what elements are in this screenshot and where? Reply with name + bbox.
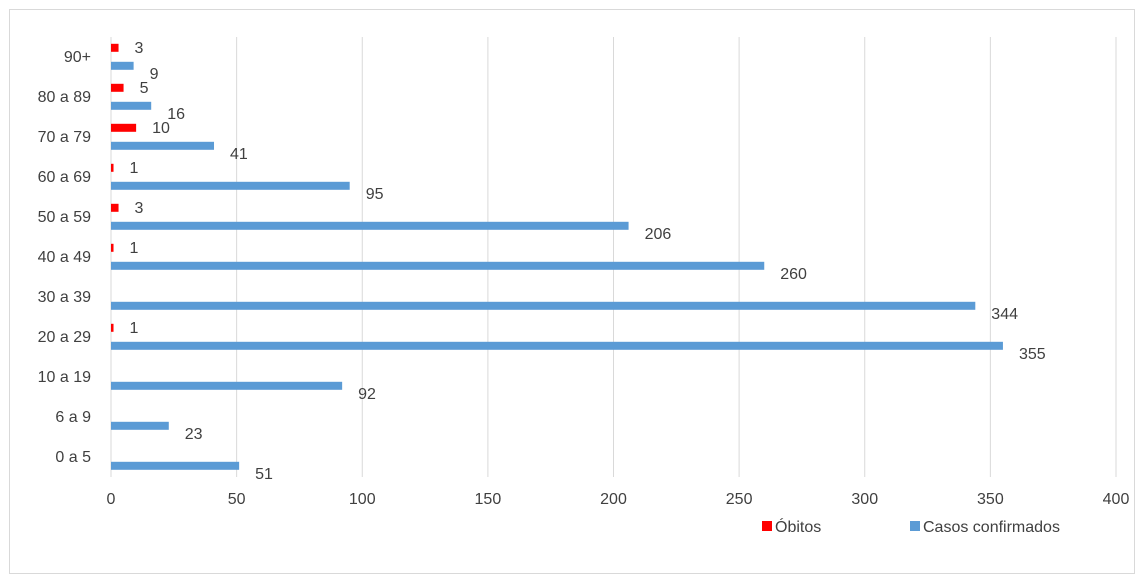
bar-casos-confirmados bbox=[111, 381, 343, 390]
data-label-casos: 51 bbox=[255, 466, 273, 483]
bar-obitos bbox=[111, 83, 124, 92]
category-label: 80 a 89 bbox=[38, 89, 91, 106]
bar-casos-confirmados bbox=[111, 181, 350, 190]
x-tick-label: 350 bbox=[977, 491, 1004, 508]
data-label-casos: 95 bbox=[366, 186, 384, 203]
data-label-casos: 260 bbox=[780, 266, 807, 283]
data-label-obitos: 3 bbox=[135, 40, 144, 57]
bar-obitos bbox=[111, 203, 119, 212]
data-label-obitos: 5 bbox=[140, 80, 149, 97]
bar-casos-confirmados bbox=[111, 421, 169, 430]
bar-casos-confirmados bbox=[111, 341, 1003, 350]
bar-obitos bbox=[111, 123, 137, 132]
data-label-obitos: 1 bbox=[130, 240, 139, 257]
x-tick-label: 250 bbox=[726, 491, 753, 508]
data-label-obitos: 10 bbox=[152, 120, 170, 137]
x-tick-label: 150 bbox=[475, 491, 502, 508]
category-label: 6 a 9 bbox=[55, 409, 91, 426]
data-label-casos: 92 bbox=[358, 386, 376, 403]
bar-casos-confirmados bbox=[111, 301, 976, 310]
data-label-casos: 9 bbox=[150, 66, 159, 83]
bar-obitos bbox=[111, 243, 114, 252]
data-label-obitos: 3 bbox=[135, 200, 144, 217]
x-tick-label: 0 bbox=[107, 491, 116, 508]
data-label-casos: 16 bbox=[167, 106, 185, 123]
chart-frame bbox=[9, 9, 1135, 574]
bar-obitos bbox=[111, 163, 114, 172]
data-label-casos: 355 bbox=[1019, 346, 1046, 363]
category-label: 50 a 59 bbox=[38, 209, 91, 226]
category-label: 30 a 39 bbox=[38, 289, 91, 306]
bar-casos-confirmados bbox=[111, 261, 765, 270]
x-tick-label: 300 bbox=[851, 491, 878, 508]
category-label: 10 a 19 bbox=[38, 369, 91, 386]
category-label: 70 a 79 bbox=[38, 129, 91, 146]
category-label: 20 a 29 bbox=[38, 329, 91, 346]
data-label-casos: 344 bbox=[991, 306, 1018, 323]
x-tick-label: 100 bbox=[349, 491, 376, 508]
data-label-casos: 23 bbox=[185, 426, 203, 443]
category-label: 0 a 5 bbox=[55, 449, 91, 466]
legend-swatch-obitos bbox=[762, 521, 772, 531]
data-label-obitos: 1 bbox=[130, 320, 139, 337]
bar-casos-confirmados bbox=[111, 141, 215, 150]
legend-label-casos-confirmados: Casos confirmados bbox=[923, 519, 1060, 536]
category-label: 40 a 49 bbox=[38, 249, 91, 266]
bar-casos-confirmados bbox=[111, 101, 152, 110]
data-label-casos: 206 bbox=[645, 226, 672, 243]
legend-swatch-casos-confirmados bbox=[910, 521, 920, 531]
category-label: 60 a 69 bbox=[38, 169, 91, 186]
x-tick-label: 400 bbox=[1103, 491, 1130, 508]
bar-obitos bbox=[111, 323, 114, 332]
data-label-obitos: 1 bbox=[130, 160, 139, 177]
category-label: 90+ bbox=[64, 49, 91, 66]
bar-obitos bbox=[111, 43, 119, 52]
x-tick-label: 200 bbox=[600, 491, 627, 508]
legend-label-obitos: Óbitos bbox=[775, 517, 821, 536]
bar-casos-confirmados bbox=[111, 61, 134, 70]
x-tick-label: 50 bbox=[228, 491, 246, 508]
data-label-casos: 41 bbox=[230, 146, 248, 163]
bar-casos-confirmados bbox=[111, 461, 240, 470]
bar-casos-confirmados bbox=[111, 221, 629, 230]
